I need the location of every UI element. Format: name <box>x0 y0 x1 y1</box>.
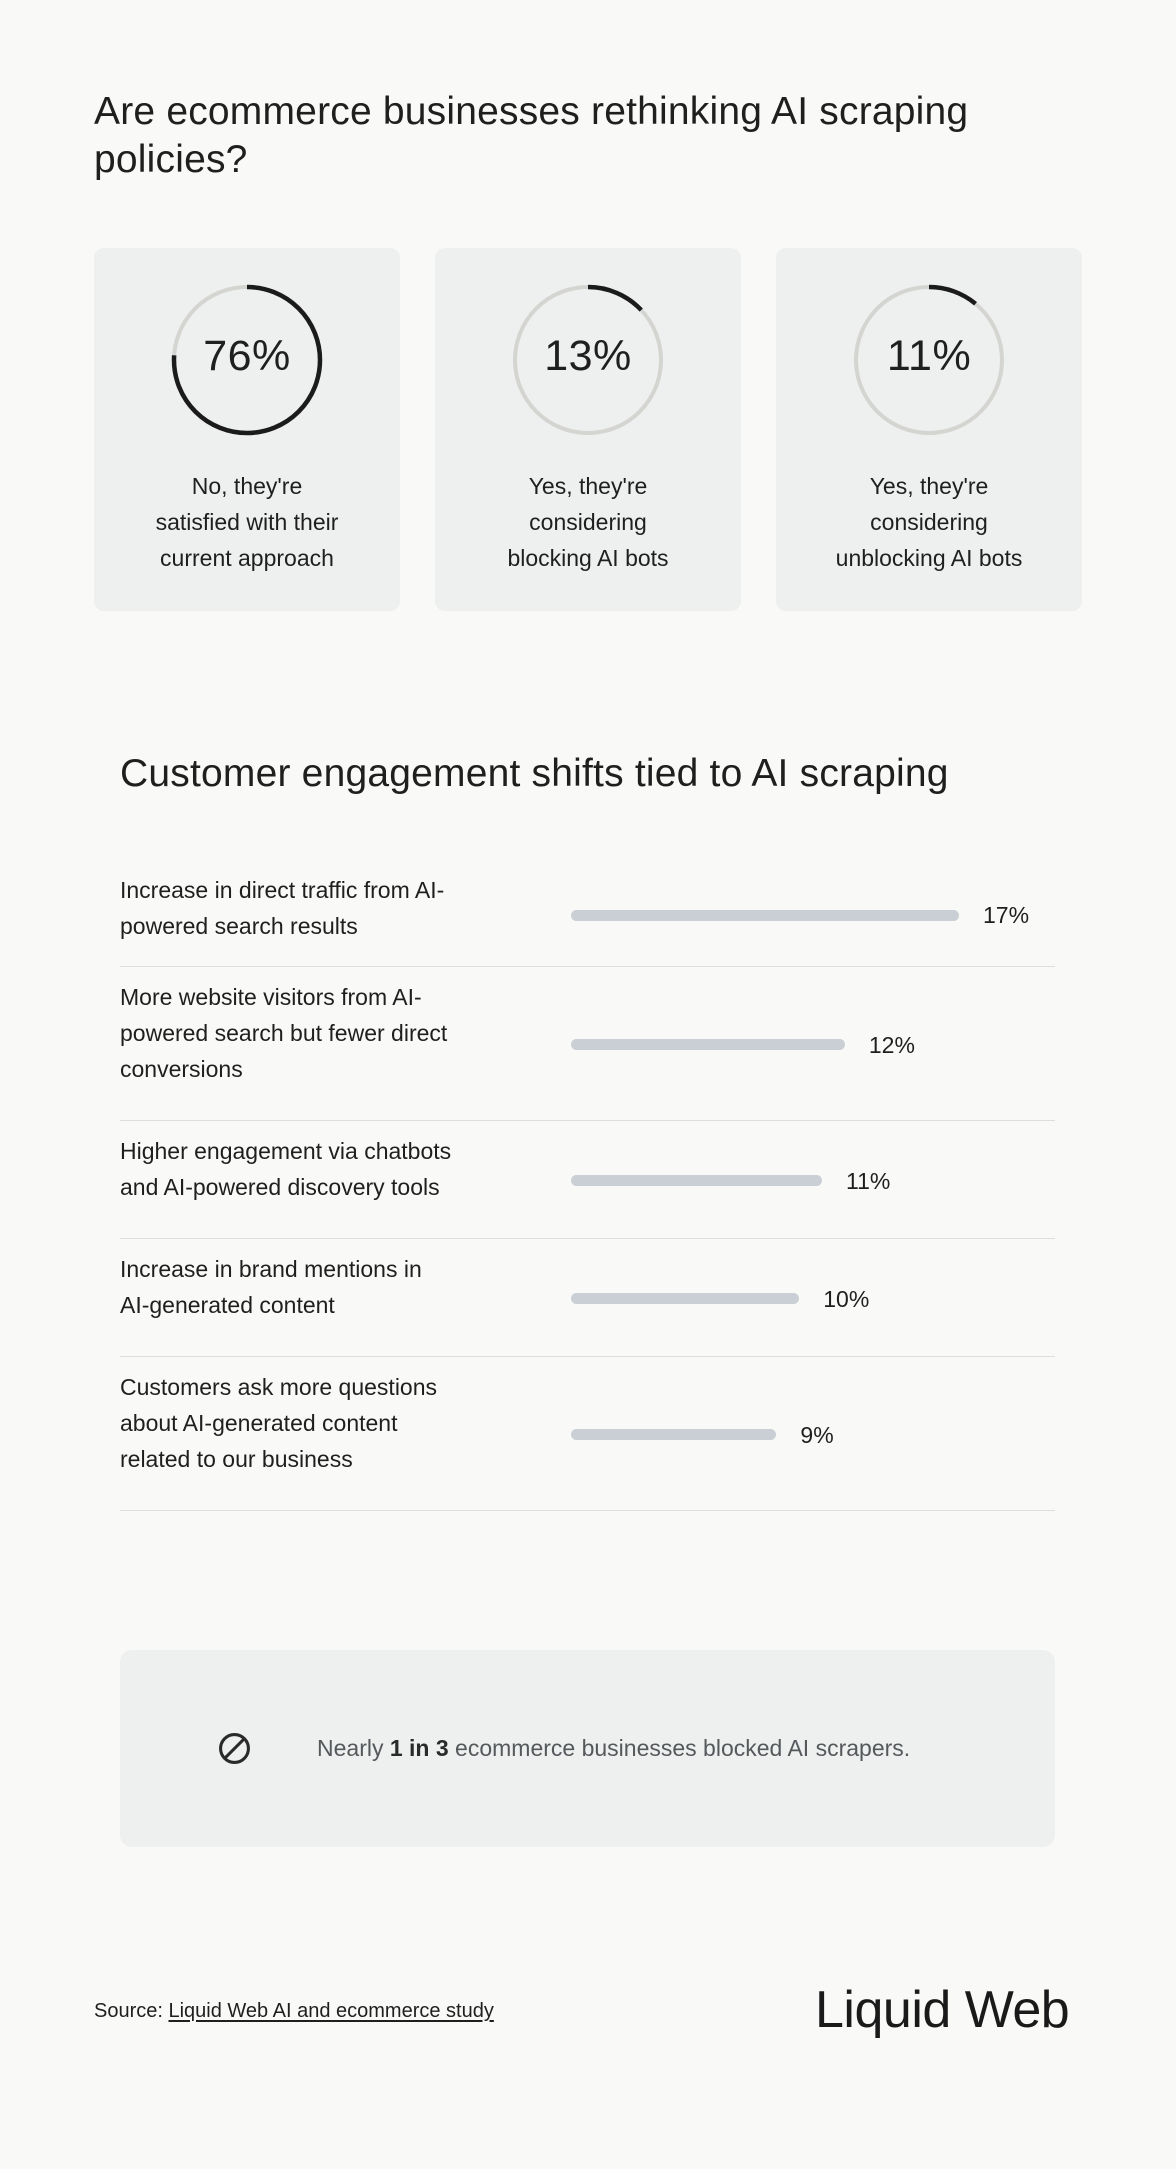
bar-value-label: 11% <box>846 1167 891 1194</box>
stat-card: 76% No, they're satisfied with their curren… <box>94 248 400 611</box>
bar-category-label: Customers ask more questions about AI-gen… <box>120 1374 438 1472</box>
ring-value: 76% <box>203 332 291 380</box>
callout-text: Nearly 1 in 3 ecommerce businesses block… <box>317 1735 911 1761</box>
section-title: Customer engagement shifts tied to AI sc… <box>120 752 949 795</box>
ring-chart <box>853 284 1005 436</box>
source-note: Source: Liquid Web AI and ecommerce stud… <box>94 1997 494 2025</box>
callout-highlight: 1 in 3 <box>389 1735 449 1761</box>
ring-label: Yes, they're considering unblocking AI bot… <box>835 473 1023 571</box>
bar-value-label: 9% <box>800 1421 834 1448</box>
ring-arc <box>171 284 323 436</box>
stat-card: 13% Yes, they're considering blocking AI bo… <box>435 248 741 611</box>
liquid-web-logo: Liquid Web <box>815 1981 1070 2039</box>
ring-chart <box>512 284 664 436</box>
ring-chart <box>171 284 323 436</box>
bar-category-label: Increase in brand mentions in AI-generate… <box>120 1256 422 1318</box>
bar-category-label: Higher engagement via chatbots and AI-pow… <box>120 1138 452 1200</box>
stat-card: 11% Yes, they're considering unblocking AI … <box>776 248 1082 611</box>
bar-category-label: Increase in direct traffic from AI-power… <box>120 877 445 939</box>
page-title: Are ecommerce businesses rethinking AI s… <box>94 90 969 181</box>
bar <box>571 1293 800 1304</box>
bar-row: Customers ask more questions about AI-gen… <box>120 1357 1055 1511</box>
bar-row: Increase in direct traffic from AI-power… <box>120 862 1055 967</box>
bar-row: Higher engagement via chatbots and AI-pow… <box>120 1121 1055 1239</box>
bar-value-label: 12% <box>868 1031 915 1058</box>
bar-value-label: 17% <box>983 902 1030 928</box>
callout-box: Nearly 1 in 3 ecommerce businesses block… <box>120 1650 1055 1847</box>
ring-label: No, they're satisfied with their current a… <box>155 473 339 571</box>
ring-label: Yes, they're considering blocking AI bots <box>507 473 669 571</box>
bar-row: More website visitors from AI-powered se… <box>120 967 1055 1121</box>
bar-value-label: 10% <box>823 1285 870 1312</box>
bar <box>571 1039 845 1050</box>
survey-cards: 76% No, they're satisfied with their curren… <box>94 248 1082 611</box>
bar-category-label: More website visitors from AI-powered se… <box>120 984 448 1082</box>
block-icon <box>219 1733 250 1764</box>
bar <box>571 909 959 921</box>
source-link[interactable]: Liquid Web AI and ecommerce study <box>168 2000 494 2022</box>
source-label: Source: <box>94 2000 169 2022</box>
engagement-bar-chart: Increase in direct traffic from AI-power… <box>120 862 1055 1511</box>
bar <box>571 1429 777 1440</box>
ring-value: 13% <box>544 332 632 380</box>
ring-arc <box>853 284 1005 436</box>
ring-arc <box>512 284 664 436</box>
bar-row: Increase in brand mentions in AI-generate… <box>120 1239 1055 1357</box>
ring-value: 11% <box>886 332 972 380</box>
bar <box>571 1175 823 1186</box>
